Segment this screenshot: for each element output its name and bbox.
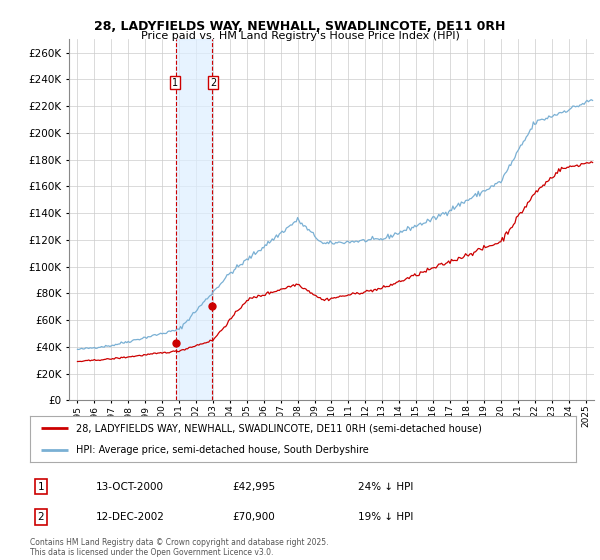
Text: 28, LADYFIELDS WAY, NEWHALL, SWADLINCOTE, DE11 0RH (semi-detached house): 28, LADYFIELDS WAY, NEWHALL, SWADLINCOTE… bbox=[76, 423, 482, 433]
Text: 1: 1 bbox=[38, 482, 44, 492]
Text: 1: 1 bbox=[172, 77, 178, 87]
Text: £42,995: £42,995 bbox=[232, 482, 275, 492]
Text: 24% ↓ HPI: 24% ↓ HPI bbox=[358, 482, 413, 492]
Text: 2: 2 bbox=[38, 512, 44, 522]
Text: HPI: Average price, semi-detached house, South Derbyshire: HPI: Average price, semi-detached house,… bbox=[76, 445, 369, 455]
Bar bbox=[176, 39, 212, 400]
Text: Contains HM Land Registry data © Crown copyright and database right 2025.
This d: Contains HM Land Registry data © Crown c… bbox=[30, 538, 329, 557]
Text: £70,900: £70,900 bbox=[232, 512, 275, 522]
Text: Price paid vs. HM Land Registry's House Price Index (HPI): Price paid vs. HM Land Registry's House … bbox=[140, 31, 460, 41]
Text: 28, LADYFIELDS WAY, NEWHALL, SWADLINCOTE, DE11 0RH: 28, LADYFIELDS WAY, NEWHALL, SWADLINCOTE… bbox=[94, 20, 506, 32]
Text: 2: 2 bbox=[210, 77, 216, 87]
Text: 13-OCT-2000: 13-OCT-2000 bbox=[95, 482, 164, 492]
Text: 12-DEC-2002: 12-DEC-2002 bbox=[95, 512, 164, 522]
Text: 19% ↓ HPI: 19% ↓ HPI bbox=[358, 512, 413, 522]
